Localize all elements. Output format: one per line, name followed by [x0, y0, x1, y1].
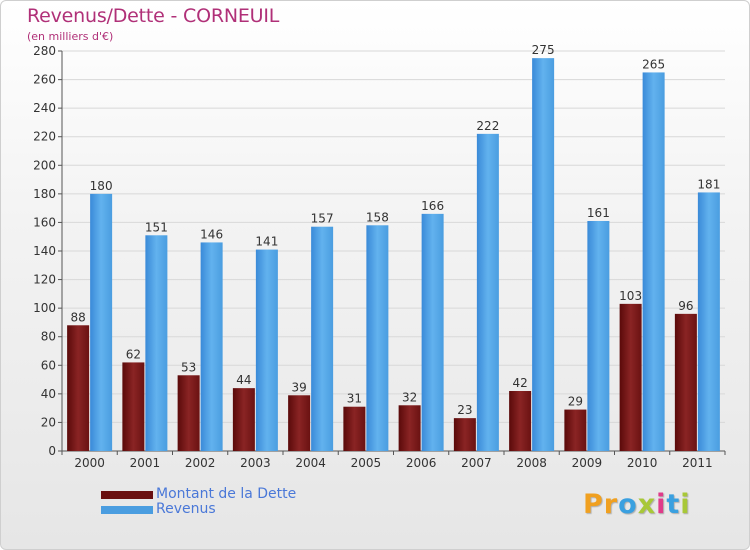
bar-revenus	[90, 193, 113, 451]
legend-swatch-debt	[101, 491, 153, 499]
bar-revenus	[145, 235, 168, 451]
x-tick-label: 2007	[461, 456, 492, 470]
logo-letter: x	[637, 489, 657, 520]
logo-letter: i	[680, 489, 691, 520]
data-label-revenus: 157	[311, 212, 334, 226]
y-tick-label: 20	[41, 415, 56, 429]
y-tick-label: 120	[33, 273, 56, 287]
bar-dette	[122, 362, 145, 451]
data-label-dette: 32	[402, 390, 417, 404]
data-label-dette: 62	[126, 347, 141, 361]
x-tick-label: 2011	[682, 456, 713, 470]
y-tick-label: 240	[33, 101, 56, 115]
y-tick-label: 200	[33, 158, 56, 172]
data-label-dette: 31	[347, 392, 362, 406]
bar-revenus	[255, 249, 278, 451]
data-label-revenus: 180	[90, 179, 113, 193]
bar-dette	[288, 395, 311, 451]
y-tick-label: 60	[41, 358, 56, 372]
data-label-dette: 44	[236, 373, 251, 387]
bar-revenus	[587, 221, 610, 451]
logo-letter: t	[666, 489, 681, 520]
y-tick-label: 260	[33, 73, 56, 87]
bar-dette	[343, 406, 366, 451]
y-tick-label: 0	[48, 444, 56, 458]
legend-label-debt: Montant de la Dette	[156, 486, 297, 502]
data-label-revenus: 222	[476, 119, 499, 133]
y-tick-label: 220	[33, 130, 56, 144]
legend-swatch-revenus	[101, 506, 153, 514]
data-label-revenus: 265	[642, 57, 665, 71]
x-tick-label: 2000	[74, 456, 105, 470]
chart-title: Revenus/Dette - CORNEUIL	[27, 5, 280, 27]
y-tick-label: 80	[41, 330, 56, 344]
bar-revenus	[532, 58, 555, 452]
y-tick-label: 280	[33, 44, 56, 58]
bar-dette	[674, 313, 697, 451]
x-tick-label: 2003	[240, 456, 271, 470]
data-label-revenus: 181	[697, 177, 720, 191]
bar-dette	[619, 303, 642, 451]
x-tick-label: 2005	[351, 456, 382, 470]
bar-revenus	[421, 213, 444, 451]
data-label-revenus: 275	[532, 43, 555, 57]
y-tick-label: 100	[33, 301, 56, 315]
data-label-dette: 53	[181, 360, 196, 374]
bar-dette	[67, 325, 90, 451]
data-label-revenus: 141	[255, 235, 278, 249]
bar-revenus	[697, 192, 720, 451]
legend-label-revenus: Revenus	[156, 501, 216, 517]
x-tick-label: 2006	[406, 456, 437, 470]
bar-revenus	[366, 225, 389, 451]
bar-dette	[453, 418, 476, 451]
bar-revenus	[642, 72, 665, 451]
data-label-revenus: 151	[145, 220, 168, 234]
x-tick-label: 2008	[516, 456, 547, 470]
bar-dette	[564, 409, 587, 451]
x-tick-label: 2004	[295, 456, 326, 470]
bar-dette	[509, 391, 532, 451]
proxiti-logo: Proxiti	[583, 489, 691, 520]
y-tick-label: 40	[41, 387, 56, 401]
y-tick-label: 160	[33, 215, 56, 229]
data-label-dette: 96	[678, 299, 693, 313]
bar-revenus	[476, 133, 499, 451]
data-label-revenus: 146	[200, 227, 223, 241]
data-label-dette: 103	[619, 289, 642, 303]
x-tick-label: 2001	[130, 456, 161, 470]
x-tick-label: 2002	[185, 456, 216, 470]
logo-letter: r	[603, 489, 619, 520]
logo-letter: P	[583, 489, 604, 520]
x-tick-label: 2009	[572, 456, 603, 470]
y-tick-label: 140	[33, 244, 56, 258]
data-label-dette: 88	[70, 310, 85, 324]
bar-dette	[177, 375, 200, 451]
y-tick-label: 180	[33, 187, 56, 201]
data-label-dette: 39	[291, 380, 306, 394]
logo-letter: i	[656, 489, 667, 520]
data-label-dette: 23	[457, 403, 472, 417]
data-label-revenus: 161	[587, 206, 610, 220]
chart-subtitle: (en milliers d'€)	[27, 30, 114, 43]
data-label-revenus: 166	[421, 199, 444, 213]
bar-revenus	[311, 226, 334, 451]
data-label-dette: 29	[568, 395, 583, 409]
x-tick-label: 2010	[627, 456, 658, 470]
data-label-revenus: 158	[366, 210, 389, 224]
data-label-dette: 42	[512, 376, 527, 390]
bar-revenus	[200, 242, 223, 451]
logo-letter: o	[618, 489, 638, 520]
bar-dette	[232, 388, 255, 451]
bar-dette	[398, 405, 421, 451]
